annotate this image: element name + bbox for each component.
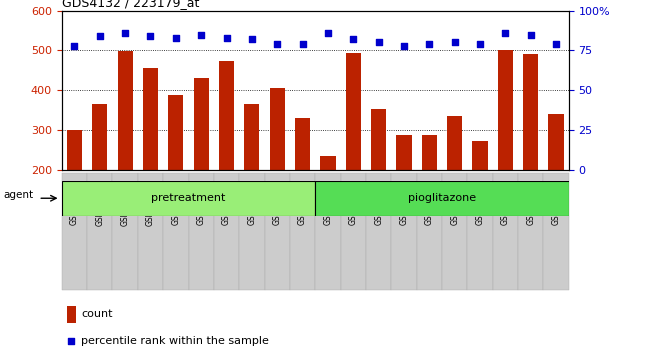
Bar — [518, 173, 543, 290]
Point — [146, 33, 156, 39]
Text: GSM201840: GSM201840 — [450, 179, 459, 225]
Bar — [112, 173, 138, 290]
Bar — [315, 173, 341, 290]
Bar — [543, 173, 569, 290]
Bar — [341, 173, 366, 290]
Text: GSM201844: GSM201844 — [552, 179, 560, 225]
Text: GSM201835: GSM201835 — [324, 179, 332, 225]
Point — [247, 36, 257, 42]
Bar — [498, 50, 513, 170]
Bar — [396, 135, 411, 170]
Bar — [417, 173, 442, 290]
Point — [221, 35, 232, 40]
Point — [323, 30, 333, 36]
Bar — [194, 78, 209, 170]
Bar — [442, 173, 467, 290]
Bar — [320, 156, 335, 170]
Text: GSM201833: GSM201833 — [273, 179, 281, 225]
Point — [95, 33, 105, 39]
Text: GSM201830: GSM201830 — [197, 179, 205, 225]
Text: GSM201836: GSM201836 — [349, 179, 358, 225]
Bar — [62, 181, 315, 216]
Bar — [523, 55, 538, 170]
Bar — [447, 116, 462, 170]
Bar — [391, 173, 417, 290]
Point — [69, 43, 79, 48]
Bar — [67, 306, 76, 323]
Text: GSM201829: GSM201829 — [172, 179, 180, 225]
Text: percentile rank within the sample: percentile rank within the sample — [81, 336, 269, 346]
Bar — [473, 141, 488, 170]
Bar — [270, 88, 285, 170]
Text: GSM201834: GSM201834 — [298, 179, 307, 225]
Point — [348, 36, 359, 42]
Text: GSM201842: GSM201842 — [501, 179, 510, 225]
Bar — [214, 173, 239, 290]
Point — [272, 41, 283, 47]
Bar — [219, 61, 234, 170]
Bar — [315, 181, 569, 216]
Point — [66, 338, 77, 343]
Bar — [493, 173, 518, 290]
Bar — [346, 53, 361, 170]
Text: pioglitazone: pioglitazone — [408, 193, 476, 203]
Bar — [366, 173, 391, 290]
Bar — [295, 118, 310, 170]
Point — [120, 30, 130, 36]
Text: pretreatment: pretreatment — [151, 193, 226, 203]
Point — [551, 41, 562, 47]
Bar — [549, 114, 564, 170]
Text: agent: agent — [3, 190, 33, 200]
Bar — [92, 104, 107, 170]
Text: GSM201838: GSM201838 — [400, 179, 408, 225]
Bar — [467, 173, 493, 290]
Point — [500, 30, 511, 36]
Text: GSM201843: GSM201843 — [526, 179, 535, 225]
Text: GSM201545: GSM201545 — [146, 179, 155, 225]
Text: count: count — [81, 309, 112, 319]
Bar — [244, 104, 259, 170]
Text: GSM201543: GSM201543 — [96, 179, 104, 225]
Bar — [143, 68, 158, 170]
Bar — [118, 51, 133, 170]
Bar — [371, 109, 386, 170]
Point — [374, 40, 384, 45]
Bar — [62, 173, 87, 290]
Point — [424, 41, 435, 47]
Bar — [239, 173, 265, 290]
Bar — [290, 173, 315, 290]
Bar — [188, 173, 214, 290]
Text: GSM201831: GSM201831 — [222, 179, 231, 225]
Point — [399, 43, 410, 48]
Text: GDS4132 / 223179_at: GDS4132 / 223179_at — [62, 0, 199, 10]
Text: GSM201542: GSM201542 — [70, 179, 79, 225]
Point — [196, 32, 207, 37]
Bar — [67, 130, 82, 170]
Point — [525, 32, 536, 37]
Text: GSM201837: GSM201837 — [374, 179, 383, 225]
Point — [297, 41, 308, 47]
Text: GSM201841: GSM201841 — [476, 179, 484, 225]
Bar — [138, 173, 163, 290]
Point — [170, 35, 181, 40]
Text: GSM201839: GSM201839 — [425, 179, 434, 225]
Point — [474, 41, 485, 47]
Bar — [422, 135, 437, 170]
Text: GSM201544: GSM201544 — [121, 179, 129, 225]
Bar — [87, 173, 112, 290]
Bar — [163, 173, 188, 290]
Text: GSM201832: GSM201832 — [248, 179, 256, 225]
Bar — [168, 95, 183, 170]
Bar — [265, 173, 290, 290]
Point — [450, 40, 460, 45]
